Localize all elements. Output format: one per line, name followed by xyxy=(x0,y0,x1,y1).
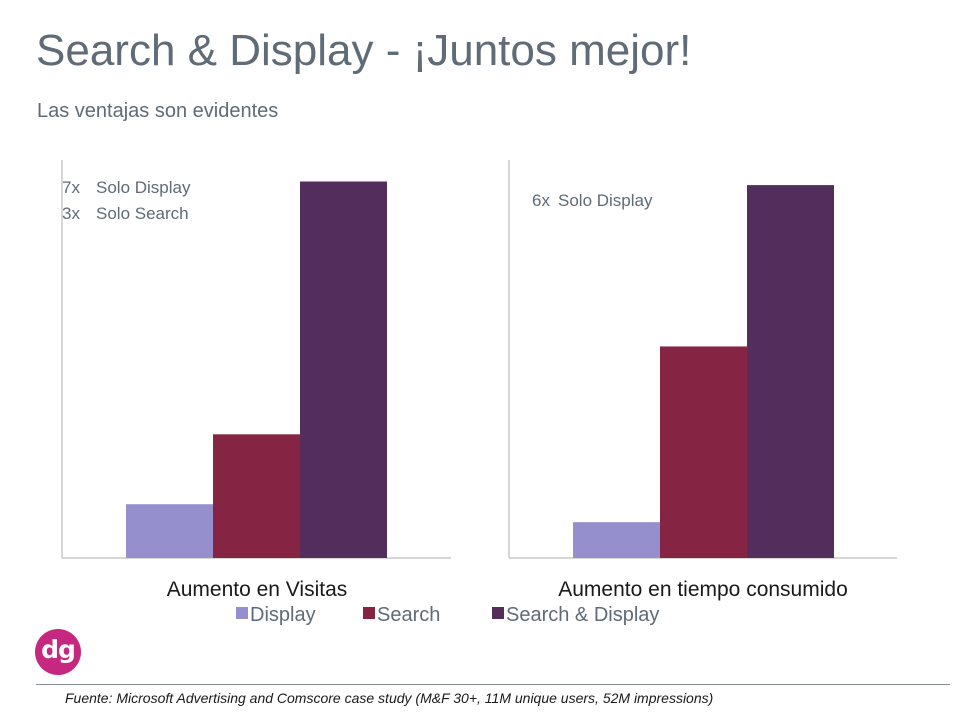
footer-source: Fuente: Microsoft Advertising and Comsco… xyxy=(65,690,714,706)
legend-swatch-search-display xyxy=(492,607,504,619)
chart-1-bar-display xyxy=(126,504,213,558)
legend-swatch-search xyxy=(363,607,375,619)
chart-2-bar-search xyxy=(660,346,747,558)
logo-text: dg xyxy=(41,635,76,664)
page-subtitle: Las ventajas son evidentes xyxy=(37,100,279,122)
chart-1-annotation-line-2: 3x Solo Search xyxy=(62,204,189,223)
chart-2-annotation: 6x Solo Display xyxy=(532,191,653,210)
dg-logo: dg xyxy=(35,629,81,675)
chart-1-bar-search xyxy=(213,434,300,558)
page-title: Search & Display - ¡Juntos mejor! xyxy=(36,26,692,75)
chart-1-bar-search-display xyxy=(300,181,387,558)
chart-2-category-label: Aumento en tiempo consumido xyxy=(558,578,848,601)
chart-1-category-label: Aumento en Visitas xyxy=(167,578,348,601)
chart-1-annotation-line-1: 7x Solo Display xyxy=(62,178,191,197)
footer-divider xyxy=(36,684,950,685)
legend-swatch-display xyxy=(236,607,248,619)
chart-1-annotation: 7x Solo Display 3x Solo Search xyxy=(62,175,191,227)
chart-2-bar-display xyxy=(573,522,660,558)
chart-2-bar-search-display xyxy=(747,185,834,558)
